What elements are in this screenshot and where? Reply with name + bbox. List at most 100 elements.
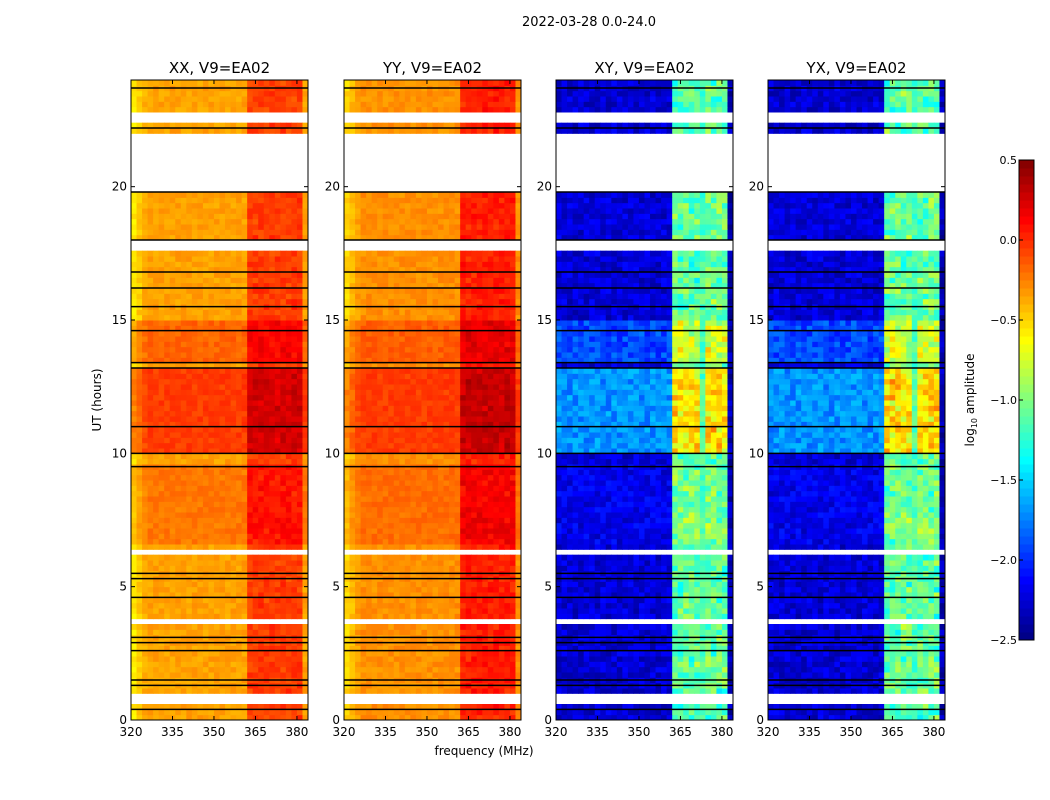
heatmap-cell [241, 128, 248, 134]
heatmap-cell [421, 709, 428, 716]
heatmap-cell [142, 277, 149, 284]
heatmap-cell [302, 314, 309, 321]
heatmap-cell [186, 410, 193, 417]
heatmap-cell [388, 453, 395, 460]
heatmap-cell [131, 298, 138, 305]
heatmap-cell [432, 437, 439, 444]
heatmap-cell [131, 197, 138, 204]
heatmap-cell [213, 629, 220, 636]
heatmap-cell [493, 528, 500, 534]
heatmap-cell [142, 197, 149, 204]
heatmap-cell [274, 544, 281, 550]
heatmap-cell [465, 426, 472, 433]
heatmap-cell [202, 314, 209, 321]
heatmap-cell [158, 314, 165, 321]
heatmap-cell [274, 224, 281, 230]
heatmap-cell [213, 389, 220, 396]
heatmap-cell [426, 426, 433, 433]
heatmap-cell [153, 426, 160, 433]
heatmap-cell [443, 506, 450, 513]
heatmap-cell [449, 554, 456, 561]
heatmap-cell [449, 597, 456, 604]
heatmap-cell [269, 581, 276, 588]
heatmap-cell [371, 656, 378, 662]
heatmap-cell [236, 650, 243, 657]
heatmap-cell [208, 410, 215, 417]
heatmap-cell [454, 554, 461, 561]
heatmap-cell [449, 538, 456, 545]
heatmap-cell [371, 624, 378, 630]
heatmap-cell [349, 613, 356, 620]
heatmap-cell [504, 624, 511, 630]
heatmap-cell [296, 666, 303, 673]
heatmap-cell [487, 421, 494, 428]
heatmap-cell [399, 672, 406, 678]
heatmap-cell [296, 400, 303, 406]
heatmap-cell [225, 122, 232, 129]
heatmap-cell [252, 288, 259, 294]
heatmap-cell [302, 709, 309, 716]
heatmap-cell [393, 709, 400, 716]
heatmap-cell [421, 496, 428, 502]
heatmap-cell [263, 661, 270, 668]
heatmap-cell [258, 320, 265, 326]
heatmap-cell [280, 453, 287, 460]
heatmap-cell [180, 613, 187, 620]
heatmap-cell [274, 554, 281, 561]
heatmap-cell [263, 602, 270, 609]
heatmap-cell [465, 624, 472, 630]
heatmap-cell [296, 208, 303, 214]
heatmap-cell [136, 378, 143, 385]
heatmap-cell [164, 448, 171, 454]
heatmap-cell [493, 501, 500, 508]
heatmap-cell [471, 661, 478, 668]
heatmap-cell [164, 629, 171, 636]
heatmap-cell [460, 560, 467, 566]
heatmap-cell [438, 592, 445, 598]
heatmap-cell [382, 437, 389, 444]
heatmap-cell [498, 528, 505, 534]
heatmap-cell [296, 122, 303, 129]
heatmap-cell [208, 437, 215, 444]
heatmap-cell [230, 416, 237, 422]
heatmap-cell [219, 330, 226, 337]
heatmap-cell [285, 469, 292, 476]
heatmap-cell [197, 213, 204, 220]
heatmap-cell [509, 496, 516, 502]
heatmap-cell [471, 522, 478, 529]
heatmap-cell [258, 229, 265, 236]
heatmap-cell [454, 421, 461, 428]
heatmap-cell [285, 453, 292, 460]
y-tick-label: 0 [119, 713, 127, 727]
heatmap-cell [258, 373, 265, 380]
heatmap-cell [274, 288, 281, 294]
heatmap-cell [169, 560, 176, 566]
heatmap-cell [252, 554, 259, 561]
heatmap-cell [415, 554, 422, 561]
heatmap-cell [410, 469, 417, 476]
heatmap-cell [247, 309, 254, 316]
heatmap-cell [302, 106, 309, 113]
heatmap-cell [296, 352, 303, 358]
heatmap-cell [296, 101, 303, 108]
heatmap-cell [191, 80, 198, 86]
heatmap-cell [142, 554, 149, 561]
heatmap-cell [426, 474, 433, 481]
heatmap-cell [344, 469, 351, 476]
heatmap-cell [136, 314, 143, 321]
heatmap-cell [142, 288, 149, 294]
heatmap-cell [426, 581, 433, 588]
heatmap-cell [274, 272, 281, 278]
heatmap-cell [443, 458, 450, 465]
heatmap-cell [219, 538, 226, 545]
heatmap-cell [219, 234, 226, 241]
heatmap-cell [180, 506, 187, 513]
heatmap-cell [498, 560, 505, 566]
heatmap-cell [147, 362, 154, 369]
heatmap-cell [291, 538, 298, 545]
heatmap-cell [366, 624, 373, 630]
heatmap-cell [202, 330, 209, 337]
heatmap-cell [136, 432, 143, 438]
heatmap-cell [225, 592, 232, 598]
heatmap-cell [344, 533, 351, 540]
